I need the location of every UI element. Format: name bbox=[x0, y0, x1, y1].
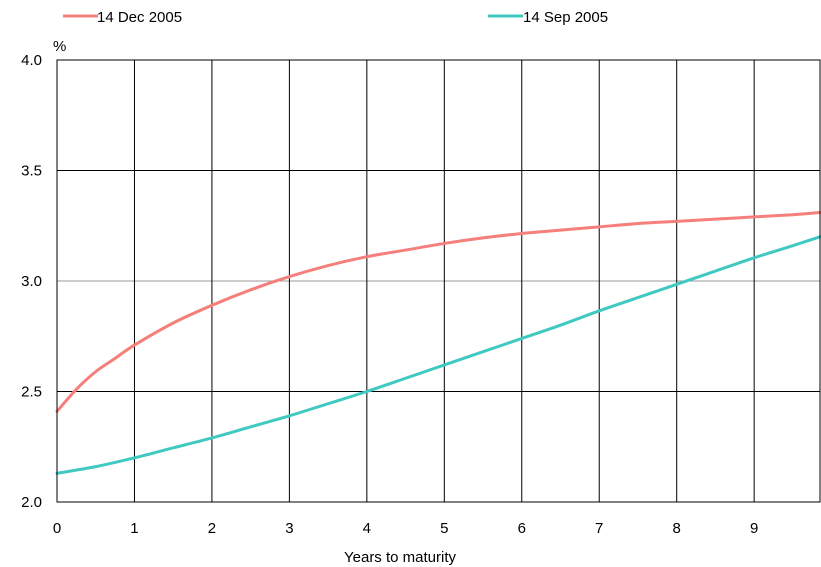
y-tick-label: 2.0 bbox=[21, 494, 42, 511]
series-line-sep-2005 bbox=[55, 235, 821, 475]
y-axis-unit-label: % bbox=[53, 38, 66, 55]
legend-label: 14 Sep 2005 bbox=[523, 9, 608, 26]
x-tick-label: 2 bbox=[208, 520, 216, 537]
series-layer bbox=[55, 210, 821, 475]
y-tick-label: 3.0 bbox=[21, 273, 42, 290]
y-tick-label: 3.5 bbox=[21, 163, 42, 180]
x-tick-label: 9 bbox=[750, 520, 758, 537]
y-axis-ticks: 2.0 2.5 3.0 3.5 4.0 bbox=[21, 52, 42, 511]
x-tick-label: 7 bbox=[595, 520, 603, 537]
x-tick-label: 3 bbox=[285, 520, 293, 537]
x-axis-title: Years to maturity bbox=[344, 549, 456, 566]
plot-frame bbox=[56, 59, 821, 503]
x-tick-label: 1 bbox=[130, 520, 138, 537]
x-axis-ticks: 0 1 2 3 4 5 6 7 8 9 bbox=[53, 520, 759, 537]
x-tick-label: 4 bbox=[363, 520, 371, 537]
legend: 14 Dec 2005 14 Sep 2005 bbox=[63, 9, 608, 26]
x-tick-label: 0 bbox=[53, 520, 61, 537]
y-tick-label: 4.0 bbox=[21, 52, 42, 69]
legend-label: 14 Dec 2005 bbox=[97, 9, 182, 26]
gridlines bbox=[57, 60, 820, 502]
x-tick-label: 5 bbox=[440, 520, 448, 537]
series-line-dec-2005 bbox=[55, 210, 821, 413]
x-tick-label: 6 bbox=[518, 520, 526, 537]
x-tick-label: 8 bbox=[673, 520, 681, 537]
y-tick-label: 2.5 bbox=[21, 384, 42, 401]
